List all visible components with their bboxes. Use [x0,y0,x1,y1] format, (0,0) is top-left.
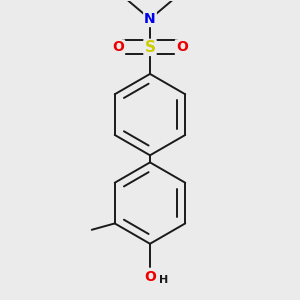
Text: O: O [112,40,124,54]
Text: N: N [144,12,156,26]
Text: S: S [145,40,155,55]
Text: O: O [144,270,156,283]
Text: H: H [159,274,168,285]
Text: O: O [176,40,188,54]
